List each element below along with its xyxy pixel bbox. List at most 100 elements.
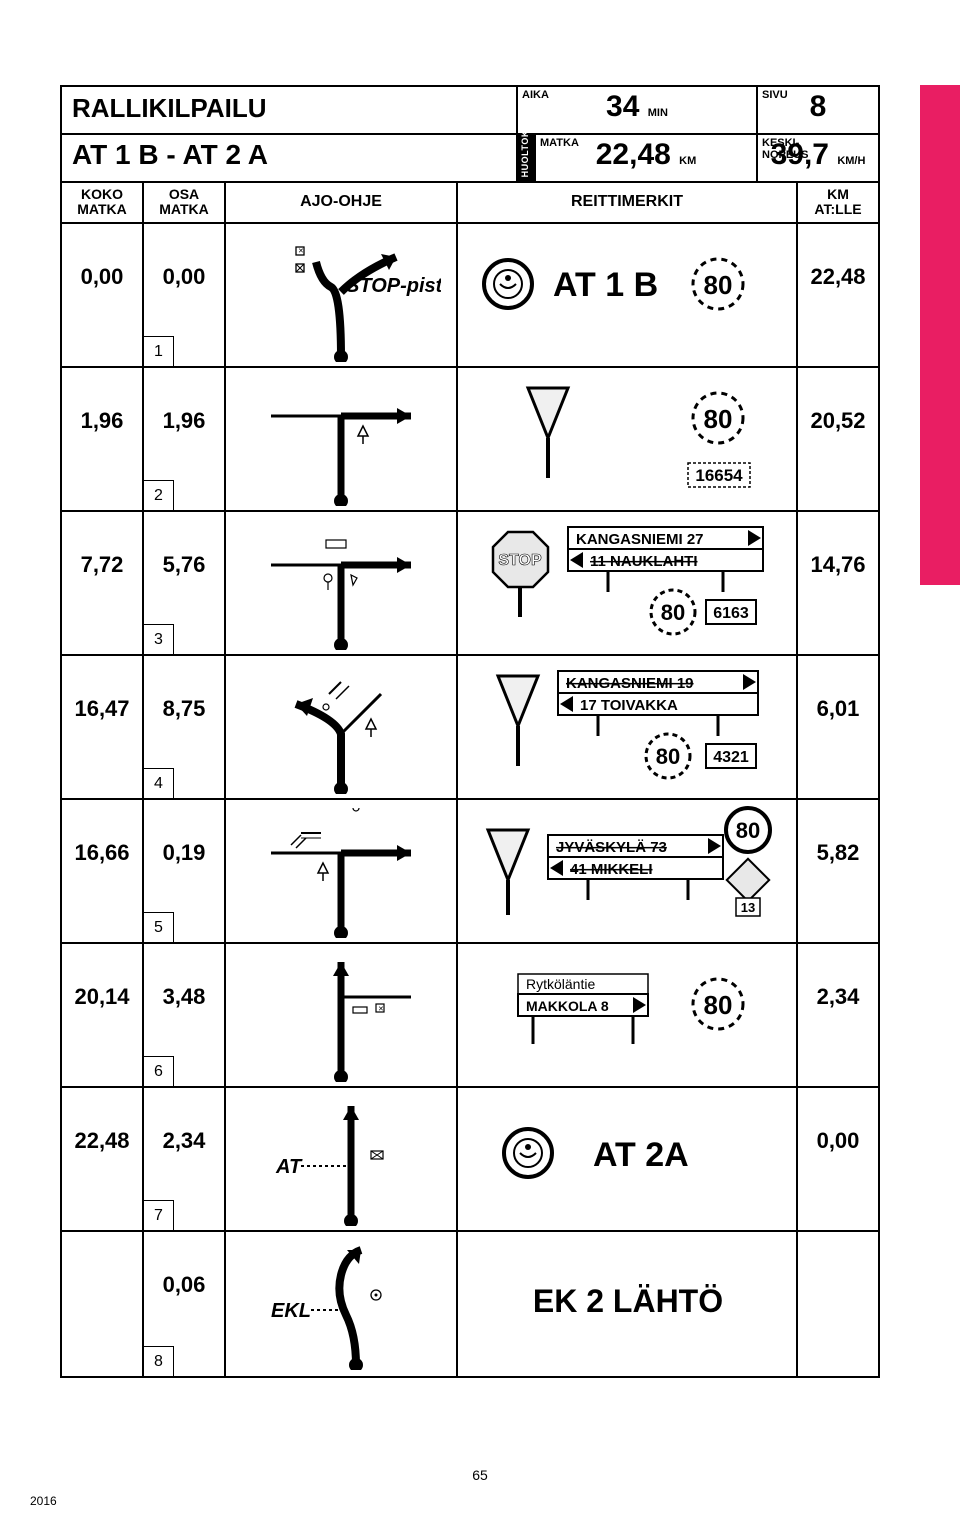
sequence-number: 7 — [144, 1200, 174, 1230]
svg-text:80: 80 — [661, 600, 685, 625]
at-control-icon: AT 2A — [458, 1088, 798, 1228]
tulip-diagram — [226, 656, 458, 798]
yield-direction-icon: KANGASNIEMI 19 17 TOIVAKKA 80 4321 — [458, 656, 798, 796]
partial-km: 0,06 8 — [144, 1232, 226, 1376]
partial-km: 3,48 6 — [144, 944, 226, 1086]
route-marks: Rytköläntie MAKKOLA 8 80 — [458, 944, 798, 1086]
avg-speed-label: KESKI- NOPEUS — [762, 137, 808, 161]
route-marks: STOP KANGASNIEMI 27 11 NAUKLAHTI 80 6163 — [458, 512, 798, 654]
sequence-number: 4 — [144, 768, 174, 798]
tulip-diagram: ✕ STOP-piste — [226, 224, 458, 366]
at-control-icon: AT 1 B 80 — [458, 224, 798, 364]
km-remaining: 5,82 — [798, 800, 878, 942]
sequence-number: 3 — [144, 624, 174, 654]
total-km: 7,72 — [62, 512, 144, 654]
competition-title: RALLIKILPAILU — [62, 87, 518, 133]
route-marks: 80 16654 — [458, 368, 798, 510]
t-junction-right-icon — [241, 520, 441, 650]
route-marks: KANGASNIEMI 19 17 TOIVAKKA 80 4321 — [458, 656, 798, 798]
table-row: 7,72 5,76 3 STOP K — [62, 512, 878, 656]
svg-text:EKL: EKL — [271, 1300, 311, 1322]
speed-box: KESKI- NOPEUS 39,7 KM/H — [758, 135, 878, 181]
svg-text:✕: ✕ — [298, 248, 304, 255]
stop-direction-icon: STOP KANGASNIEMI 27 11 NAUKLAHTI 80 6163 — [458, 512, 798, 652]
partial-km: 2,34 7 — [144, 1088, 226, 1230]
svg-text:Rytköläntie: Rytköläntie — [526, 976, 595, 992]
sequence-number: 1 — [144, 336, 174, 366]
ekl-curve-icon: EKL — [241, 1240, 441, 1370]
street-sign-icon: Rytköläntie MAKKOLA 8 80 — [458, 944, 798, 1084]
stage-title: AT 1 B - AT 2 A — [62, 135, 518, 181]
instruction-header: AJO-OHJE — [226, 183, 458, 222]
route-marks: AT 2A — [458, 1088, 798, 1230]
partial-km: 1,96 2 — [144, 368, 226, 510]
section-tab — [920, 85, 960, 585]
km-to-at-header: KM AT:LLE — [798, 183, 878, 222]
tulip-curve-right-icon: ✕ STOP-piste — [241, 232, 441, 362]
km-remaining: 20,52 — [798, 368, 878, 510]
sequence-number: 8 — [144, 1346, 174, 1376]
svg-text:STOP-piste: STOP-piste — [346, 275, 441, 297]
table-row: 0,00 0,00 1 ✕ STOP-piste — [62, 224, 878, 368]
table-row: 1,96 1,96 2 80 — [62, 368, 878, 512]
tulip-diagram: AT — [226, 1088, 458, 1230]
svg-text:AT: AT — [275, 1156, 303, 1178]
svg-text:AT 1 B: AT 1 B — [553, 266, 658, 304]
svg-text:80: 80 — [704, 404, 733, 434]
svg-text:JYVÄSKYLÄ 73: JYVÄSKYLÄ 73 — [556, 839, 667, 856]
service-ban: HUOLTOKIELTO — [518, 135, 536, 181]
page-box: SIVU 8 — [758, 87, 878, 133]
t-junction-right-icon — [241, 808, 441, 938]
time-box: AIKA 34 MIN — [518, 87, 758, 133]
cross-straight-icon: ✕ — [241, 952, 441, 1082]
svg-text:6163: 6163 — [713, 605, 749, 622]
at-control-tulip-icon: AT — [241, 1096, 441, 1226]
distance-label: MATKA — [540, 137, 579, 149]
svg-text:16654: 16654 — [695, 466, 743, 485]
total-km: 16,66 — [62, 800, 144, 942]
page-label: SIVU — [762, 89, 788, 101]
total-km — [62, 1232, 144, 1376]
table-row: 16,66 0,19 5 — [62, 800, 878, 944]
ek-start-icon: EK 2 LÄHTÖ — [458, 1232, 798, 1372]
table-row: 0,06 8 EKL EK 2 LÄHTÖ — [62, 1232, 878, 1376]
road-book-page: RALLIKILPAILU AIKA 34 MIN SIVU 8 AT 1 B … — [60, 85, 880, 1378]
km-remaining: 2,34 — [798, 944, 878, 1086]
total-km: 1,96 — [62, 368, 144, 510]
tulip-diagram — [226, 368, 458, 510]
partial-km: 5,76 3 — [144, 512, 226, 654]
route-marks: JYVÄSKYLÄ 73 41 MIKKELI 80 13 — [458, 800, 798, 942]
partial-km: 0,19 5 — [144, 800, 226, 942]
svg-text:AT 2A: AT 2A — [593, 1136, 689, 1174]
year: 2016 — [30, 1494, 57, 1508]
km-remaining: 6,01 — [798, 656, 878, 798]
tulip-diagram — [226, 800, 458, 942]
svg-text:✕: ✕ — [378, 1006, 384, 1013]
sequence-number: 5 — [144, 912, 174, 942]
total-distance-header: KOKO MATKA — [62, 183, 144, 222]
table-row: 16,47 8,75 4 KANGASNIEMI 1 — [62, 656, 878, 800]
svg-text:41 MIKKELI: 41 MIKKELI — [570, 861, 653, 878]
distance-box: MATKA 22,48 KM — [536, 135, 758, 181]
svg-text:KANGASNIEMI 19: KANGASNIEMI 19 — [566, 675, 694, 692]
svg-text:STOP: STOP — [498, 552, 542, 569]
svg-text:MAKKOLA 8: MAKKOLA 8 — [526, 998, 609, 1014]
svg-text:80: 80 — [736, 818, 760, 843]
yield-speed-icon: 80 16654 — [458, 368, 798, 508]
total-km: 22,48 — [62, 1088, 144, 1230]
svg-text:KANGASNIEMI 27: KANGASNIEMI 27 — [576, 531, 704, 548]
svg-text:EK 2 LÄHTÖ: EK 2 LÄHTÖ — [533, 1283, 723, 1319]
total-km: 20,14 — [62, 944, 144, 1086]
partial-distance-header: OSA MATKA — [144, 183, 226, 222]
partial-km: 8,75 4 — [144, 656, 226, 798]
y-left-icon — [241, 664, 441, 794]
svg-text:80: 80 — [704, 990, 733, 1020]
t-junction-right-icon — [241, 376, 441, 506]
km-remaining: 0,00 — [798, 1088, 878, 1230]
route-marks: AT 1 B 80 — [458, 224, 798, 366]
tulip-diagram — [226, 512, 458, 654]
route-marks-header: REITTIMERKIT — [458, 183, 798, 222]
tulip-diagram: EKL — [226, 1232, 458, 1376]
sequence-number: 2 — [144, 480, 174, 510]
svg-text:4321: 4321 — [713, 749, 749, 766]
